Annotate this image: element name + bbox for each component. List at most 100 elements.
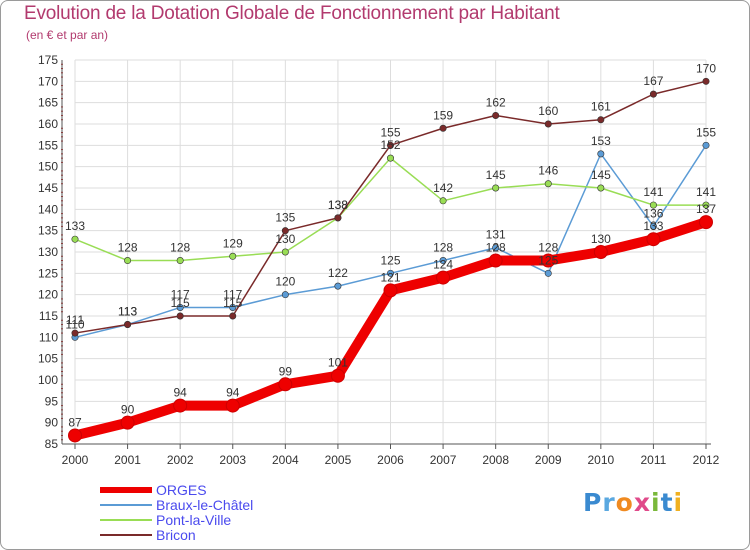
x-tick-label: 2005 [325, 453, 352, 467]
data-label: 124 [433, 258, 453, 272]
axes: 85 90 95 100 105 110 115 120 125 130 135 140 145 150 1… [38, 53, 720, 467]
data-point [702, 141, 710, 149]
legend-swatch-orges [100, 487, 152, 493]
data-point [544, 269, 552, 277]
data-point [702, 77, 710, 85]
data-point [281, 227, 289, 235]
data-label: 128 [170, 241, 190, 255]
data-point [176, 312, 184, 320]
data-label: 135 [275, 211, 295, 225]
line-chart: 85 90 95 100 105 110 115 120 125 130 135 140 145 150 1… [38, 53, 720, 467]
data-label: 170 [696, 61, 716, 75]
legend-swatch-braux [100, 504, 152, 506]
x-tick-label: 2003 [219, 453, 246, 467]
data-point [436, 270, 451, 285]
y-tick-label: 100 [38, 373, 58, 387]
x-tick-label: 2006 [377, 453, 404, 467]
data-point [646, 232, 661, 247]
data-point [281, 291, 289, 299]
data-label: 155 [380, 125, 400, 139]
y-tick-label: 110 [39, 330, 58, 344]
data-label: 111 [66, 313, 85, 327]
data-label: 155 [696, 125, 716, 139]
data-label: 129 [223, 236, 243, 250]
data-point [544, 180, 552, 188]
data-label: 117 [171, 287, 190, 301]
y-tick-label: 150 [38, 160, 58, 174]
x-tick-label: 2009 [535, 453, 562, 467]
data-point [334, 282, 342, 290]
data-label: 138 [328, 198, 348, 212]
data-label: 162 [486, 95, 506, 109]
data-point [386, 141, 394, 149]
data-label: 136 [643, 206, 663, 220]
data-point [541, 253, 556, 268]
data-point [124, 257, 132, 265]
data-point [229, 303, 237, 311]
data-label: 115 [223, 296, 242, 310]
data-label: 121 [380, 270, 400, 284]
data-point [649, 201, 657, 209]
y-tick-label: 130 [38, 245, 58, 259]
data-point [229, 252, 237, 260]
legend-label-orges: ORGES [156, 482, 207, 498]
data-point [649, 90, 657, 98]
data-point [330, 368, 345, 383]
data-label: 133 [65, 219, 85, 233]
data-point [492, 111, 500, 119]
data-label: 128 [433, 241, 453, 255]
x-tick-label: 2002 [167, 453, 194, 467]
data-point [383, 283, 398, 298]
x-tick-label: 2007 [430, 453, 457, 467]
y-tick-label: 85 [45, 437, 59, 451]
legend-label-braux: Braux-le-Châtel [156, 497, 254, 513]
data-label: 125 [538, 253, 558, 267]
chart-title: Evolution de la Dotation Globale de Fonc… [24, 3, 560, 24]
data-label: 125 [380, 253, 400, 267]
data-point [597, 184, 605, 192]
proxiti-logo: Proxiti [583, 488, 683, 517]
data-point [386, 154, 394, 162]
data-label: 128 [486, 241, 506, 255]
data-label: 99 [279, 364, 293, 378]
legend-swatch-pont [100, 519, 152, 521]
data-point [488, 253, 503, 268]
data-label: 130 [591, 232, 611, 246]
y-tick-label: 115 [39, 309, 58, 323]
data-label: 131 [486, 228, 506, 242]
data-point [278, 377, 293, 392]
y-tick-label: 170 [38, 74, 58, 88]
data-point [597, 116, 605, 124]
data-point [281, 248, 289, 256]
logo-letter: x [633, 488, 651, 517]
y-tick-label: 160 [38, 117, 58, 131]
x-tick-label: 2001 [114, 453, 141, 467]
data-label: 115 [171, 296, 190, 310]
x-tick-label: 2000 [62, 453, 89, 467]
data-point [439, 124, 447, 132]
data-point [492, 244, 500, 252]
data-point [229, 312, 237, 320]
y-tick-label: 165 [38, 96, 58, 110]
data-point [386, 269, 394, 277]
data-label: 113 [118, 305, 137, 319]
data-point [176, 303, 184, 311]
y-tick-label: 125 [38, 266, 58, 280]
data-label: 94 [173, 386, 187, 400]
legend-label-pont: Pont-la-Ville [156, 512, 232, 528]
x-tick-label: 2008 [482, 453, 509, 467]
data-point [120, 415, 135, 430]
x-tick-label: 2012 [693, 453, 720, 467]
data-point [597, 150, 605, 158]
y-tick-label: 135 [38, 224, 58, 238]
data-point [699, 215, 713, 230]
data-label: 94 [226, 386, 240, 400]
data-label: 153 [591, 134, 611, 148]
logo-letter: o [615, 488, 634, 517]
data-labels: 87 90 94 94 99 101 121 124 128 128 130 133 137 110 113… [65, 61, 716, 429]
y-tick-label: 155 [38, 138, 58, 152]
data-point [649, 222, 657, 230]
legend-swatch-bricon [100, 534, 152, 536]
data-label: 90 [121, 403, 135, 417]
data-label: 133 [643, 219, 663, 233]
